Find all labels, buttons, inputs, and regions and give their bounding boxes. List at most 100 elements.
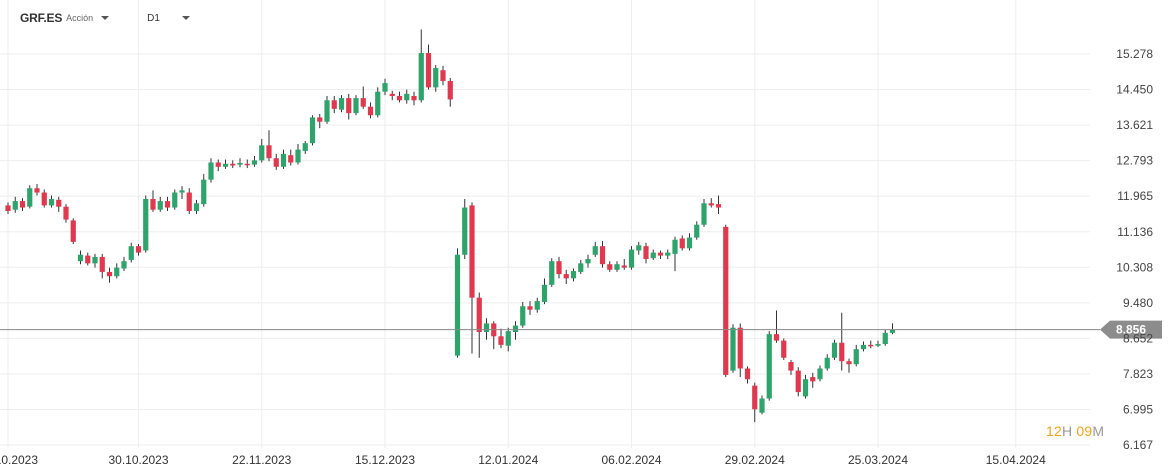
candle bbox=[164, 196, 171, 211]
candle bbox=[375, 87, 381, 118]
candle-body-down bbox=[56, 199, 62, 207]
symbol-label[interactable]: GRF.ES bbox=[20, 11, 63, 25]
candle bbox=[773, 310, 780, 343]
candle bbox=[585, 254, 591, 268]
candle-body-up bbox=[520, 306, 526, 326]
candle-body-down bbox=[868, 344, 874, 347]
candle-body-up bbox=[730, 327, 736, 371]
candle bbox=[708, 198, 714, 208]
x-axis: 05.10.2023 30.10.2023 22.11.2023 15.12.2023… bbox=[0, 453, 1046, 467]
timer-hours-unit: H bbox=[1061, 423, 1073, 439]
candle bbox=[846, 358, 852, 373]
candle-body-down bbox=[781, 340, 787, 358]
candle-body-down bbox=[708, 203, 714, 206]
candle-body-up bbox=[143, 198, 149, 251]
candle-body-down bbox=[498, 336, 504, 345]
candle-body-up bbox=[201, 179, 207, 205]
y-tick-label: 10.308 bbox=[1116, 260, 1153, 274]
candle bbox=[317, 113, 323, 129]
chevron-down-icon[interactable] bbox=[181, 16, 190, 20]
candle bbox=[193, 199, 200, 214]
candle bbox=[331, 95, 337, 114]
candle-body-up bbox=[12, 201, 18, 210]
candle bbox=[657, 250, 664, 260]
candle-body-up bbox=[875, 344, 881, 346]
candle-body-up bbox=[48, 198, 55, 206]
candle-body-down bbox=[63, 206, 69, 220]
candle bbox=[802, 374, 809, 399]
candle-body-down bbox=[723, 226, 729, 375]
candle-body-down bbox=[744, 368, 751, 380]
candle-body-down bbox=[715, 204, 722, 208]
timeframe-label[interactable]: D1 bbox=[147, 12, 160, 24]
candle bbox=[701, 198, 707, 227]
candle bbox=[360, 86, 366, 109]
candle-body-up bbox=[578, 263, 584, 272]
candle bbox=[643, 242, 649, 264]
candle-body-down bbox=[788, 362, 794, 371]
candle-body-up bbox=[802, 379, 809, 397]
candle-body-down bbox=[440, 70, 446, 81]
candle-body-up bbox=[570, 271, 577, 279]
candle-body-down bbox=[266, 145, 272, 159]
candle bbox=[411, 91, 417, 106]
candle bbox=[143, 195, 149, 253]
candle-body-down bbox=[244, 163, 250, 166]
candle-body-up bbox=[77, 254, 84, 262]
candle bbox=[737, 323, 743, 378]
candle-body-down bbox=[273, 158, 279, 167]
candle-body-up bbox=[831, 342, 838, 358]
candle bbox=[121, 256, 127, 272]
chevron-down-icon[interactable] bbox=[101, 16, 110, 20]
candle bbox=[781, 338, 787, 360]
x-tick-label: 15.04.2024 bbox=[986, 453, 1046, 467]
candle-body-up bbox=[512, 325, 519, 333]
candle-body-down bbox=[331, 100, 337, 109]
candle bbox=[244, 159, 250, 169]
candle-body-up bbox=[418, 53, 424, 101]
timer-minutes: 09 bbox=[1076, 423, 1093, 439]
candle bbox=[404, 89, 410, 104]
candle-body-up bbox=[701, 203, 707, 225]
candle bbox=[157, 196, 163, 212]
candle-body-up bbox=[672, 239, 678, 254]
candle-body-up bbox=[454, 254, 461, 356]
candle bbox=[346, 93, 352, 120]
candle bbox=[41, 189, 47, 208]
candle bbox=[839, 312, 845, 371]
candle bbox=[382, 78, 388, 96]
candle-body-up bbox=[92, 256, 98, 264]
candle bbox=[150, 190, 156, 212]
candle bbox=[512, 321, 519, 340]
candle-body-up bbox=[549, 261, 555, 285]
candle bbox=[92, 253, 98, 268]
candle bbox=[259, 138, 265, 163]
candle-body-up bbox=[636, 245, 642, 251]
candle-body-down bbox=[810, 377, 816, 382]
candle bbox=[114, 263, 120, 279]
candle-body-up bbox=[172, 192, 178, 208]
candle bbox=[752, 382, 758, 423]
y-tick-label: 6.995 bbox=[1123, 402, 1153, 416]
candle-body-up bbox=[404, 93, 410, 101]
candle bbox=[353, 95, 359, 116]
candle bbox=[498, 328, 504, 349]
candle bbox=[607, 261, 613, 272]
candle-body-down bbox=[773, 334, 780, 341]
candle bbox=[237, 158, 243, 168]
candle bbox=[208, 158, 214, 183]
candle bbox=[759, 395, 765, 415]
candle-body-down bbox=[19, 201, 26, 208]
candle bbox=[592, 241, 598, 257]
candle bbox=[106, 267, 113, 283]
candle bbox=[462, 198, 468, 260]
candle bbox=[766, 331, 772, 401]
candle-body-up bbox=[534, 301, 540, 310]
candle bbox=[679, 235, 685, 251]
candle bbox=[563, 269, 569, 284]
candle-body-up bbox=[462, 207, 468, 255]
candle bbox=[795, 367, 801, 397]
candle bbox=[853, 344, 859, 367]
x-tick-label: 12.01.2024 bbox=[478, 453, 538, 467]
